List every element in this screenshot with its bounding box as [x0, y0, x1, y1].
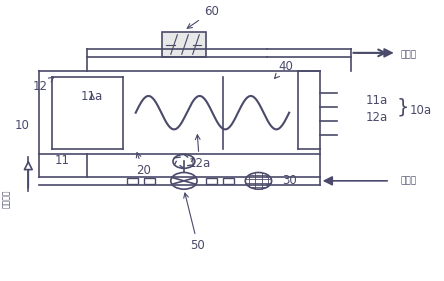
Text: 10: 10 [15, 119, 30, 132]
Text: 50: 50 [184, 193, 205, 252]
Bar [206, 178, 217, 183]
Text: 20: 20 [136, 153, 151, 177]
Bar [127, 178, 138, 183]
Text: 10a: 10a [410, 104, 432, 117]
Text: 出液口: 出液口 [401, 50, 417, 59]
Text: 11a: 11a [81, 90, 103, 103]
Text: 流体方向: 流体方向 [2, 190, 11, 208]
Text: 11: 11 [55, 154, 70, 167]
Text: 12: 12 [33, 77, 54, 93]
Bar [162, 32, 206, 57]
Bar [144, 178, 155, 183]
Text: 12a: 12a [188, 135, 210, 170]
Text: 11a: 11a [366, 94, 388, 107]
Text: 入液口: 入液口 [401, 177, 417, 186]
Text: 60: 60 [187, 5, 218, 28]
Bar [223, 178, 234, 183]
Text: 12a: 12a [366, 111, 388, 124]
Text: 30: 30 [282, 174, 297, 187]
Text: 40: 40 [275, 60, 293, 78]
Text: }: } [396, 98, 409, 117]
